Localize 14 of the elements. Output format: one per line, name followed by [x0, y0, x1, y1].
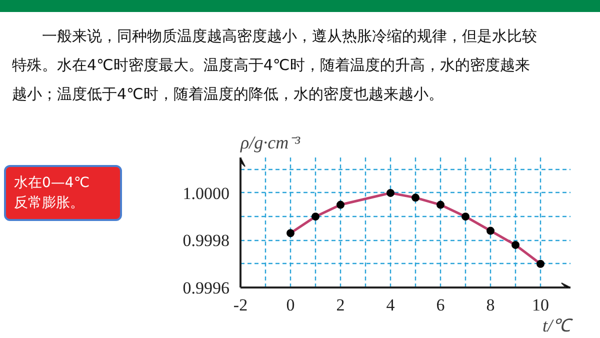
x-tick-label: 4 — [386, 296, 396, 314]
text: 水在0—4℃ 反常膨胀。 — [4, 165, 122, 221]
x-axis-title: t/℃ — [542, 316, 574, 336]
x-tick-label: 10 — [532, 296, 549, 314]
x-tick-label: -2 — [233, 296, 248, 314]
x-tick-label: 8 — [486, 296, 495, 314]
x-tick-label: 2 — [336, 296, 345, 314]
x-tick-label: 0 — [286, 296, 295, 314]
y-tick-label: 1.0000 — [182, 184, 230, 203]
y-tick-label: 0.9996 — [182, 278, 230, 298]
x-tick-label: 6 — [436, 296, 445, 314]
y-axis-title: ρ/g·cm⁻³ — [240, 132, 301, 152]
chart-title: 一般来说，同种物质温度越高密度越小，遵从热胀冷缩的规律，但是水比较特殊。水在4℃时密度最大。温度高于4℃时，随着温度的升高，水的密度越来越小；温度低于4℃时，随着温度的降低，水的密度也越来越小。 — [11, 26, 538, 105]
y-tick-label: 0.9998 — [182, 231, 230, 250]
